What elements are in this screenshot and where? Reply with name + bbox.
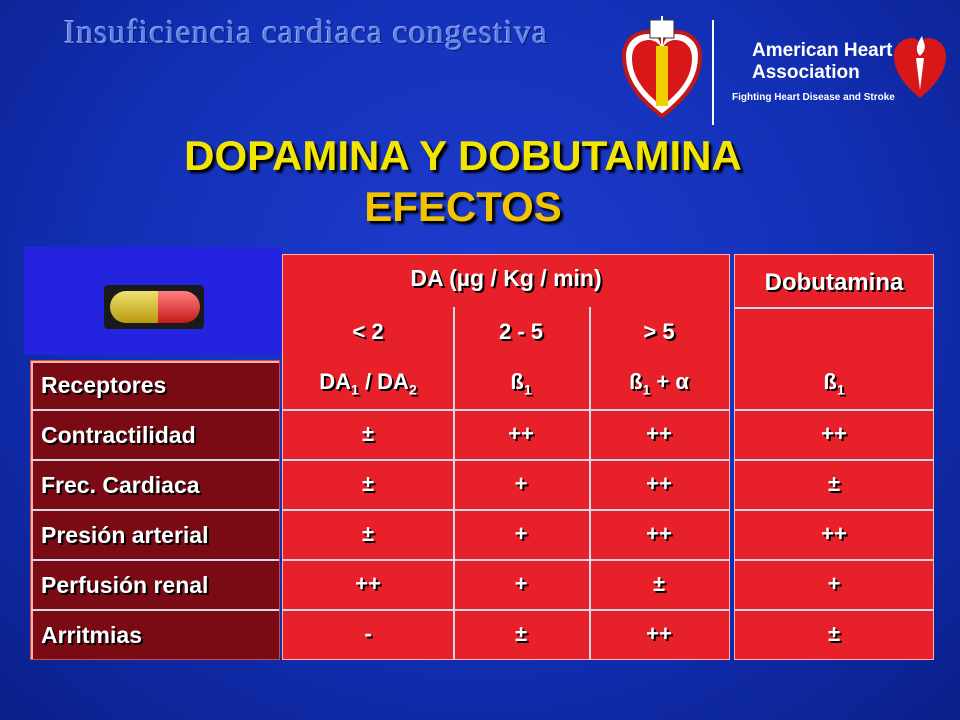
receptor-da-sep: / DA xyxy=(358,369,409,394)
dopamine-panel: DA (µg / Kg / min) < 2 2 - 5 > 5 DA1 / D… xyxy=(282,254,730,660)
row-divider xyxy=(735,509,933,511)
row-label-presion-arterial: Presión arterial xyxy=(41,522,209,548)
receptor-beta-mid-sub: 1 xyxy=(523,381,532,398)
aha-logo-text: American Heart Association xyxy=(752,40,892,84)
row-label-frec-cardiaca: Frec. Cardiaca xyxy=(41,472,200,498)
cell-contractilidad-low: ± xyxy=(361,421,375,446)
header-divider xyxy=(735,307,933,309)
cell-presion-arterial-dob: ++ xyxy=(821,521,847,546)
receptor-da-mid: ß1 xyxy=(453,369,589,397)
row-divider xyxy=(31,509,279,511)
row-divider xyxy=(283,559,729,561)
logo-divider xyxy=(712,20,714,125)
receptor-dob-beta-sub: 1 xyxy=(836,381,845,398)
cell-arritmias-mid: ± xyxy=(514,621,528,646)
capsule-icon xyxy=(104,285,204,329)
logo-area: American Heart Association Fighting Hear… xyxy=(620,10,950,130)
receptor-beta-high: ß xyxy=(629,369,643,394)
capsule-image-box xyxy=(24,247,282,355)
row-divider xyxy=(31,459,279,461)
society-seal-icon xyxy=(621,16,703,119)
dose-col-high: > 5 xyxy=(643,319,675,344)
row-divider xyxy=(735,459,933,461)
capsule-yellow-half xyxy=(110,291,158,323)
receptor-da-low: DA1 / DA2 xyxy=(283,369,453,397)
receptor-da-high: ß1 + α xyxy=(589,369,729,397)
cell-presion-arterial-high: ++ xyxy=(646,521,672,546)
receptor-dob-beta: ß xyxy=(823,369,837,394)
cell-contractilidad-dob: ++ xyxy=(821,421,847,446)
aha-tagline: Fighting Heart Disease and Stroke xyxy=(732,92,895,103)
dose-col-low: < 2 xyxy=(352,319,384,344)
cell-frec-cardiaca-dob: ± xyxy=(827,471,841,496)
row-divider xyxy=(735,609,933,611)
row-label-arritmias: Arritmias xyxy=(41,622,142,648)
column-divider xyxy=(589,307,591,659)
row-label-contractilidad: Contractilidad xyxy=(41,422,196,448)
cell-arritmias-high: ++ xyxy=(646,621,672,646)
cell-frec-cardiaca-mid: + xyxy=(514,471,528,496)
row-divider xyxy=(31,609,279,611)
receptor-beta-mid: ß xyxy=(510,369,524,394)
row-divider xyxy=(31,559,279,561)
dose-col-mid: 2 - 5 xyxy=(498,319,544,344)
slide-title: DOPAMINA Y DOBUTAMINA xyxy=(184,132,742,179)
column-divider xyxy=(453,307,455,659)
row-divider xyxy=(735,559,933,561)
cell-perfusion-renal-mid: + xyxy=(514,571,528,596)
aha-name-line2: Association xyxy=(752,62,860,83)
receptor-da1: DA xyxy=(319,369,352,394)
cell-arritmias-dob: ± xyxy=(827,621,841,646)
row-divider xyxy=(735,409,933,411)
receptor-da2-sub: 2 xyxy=(408,381,417,398)
cell-frec-cardiaca-high: ++ xyxy=(646,471,672,496)
receptor-da1-sub: 1 xyxy=(351,381,359,398)
row-divider xyxy=(283,509,729,511)
row-divider xyxy=(283,409,729,411)
capsule-red-half xyxy=(158,291,200,323)
dobutamina-header: Dobutamina xyxy=(764,269,904,296)
row-divider xyxy=(283,609,729,611)
cell-arritmias-low: - xyxy=(364,621,372,646)
cell-perfusion-renal-dob: + xyxy=(827,571,841,596)
row-divider xyxy=(283,459,729,461)
row-divider xyxy=(31,409,279,411)
cell-presion-arterial-low: ± xyxy=(361,521,375,546)
aha-name-line1: American Heart xyxy=(752,40,893,61)
slide-header-title: Insuficiencia cardiaca congestiva xyxy=(64,14,549,51)
row-label-receptores: Receptores xyxy=(41,372,167,398)
cell-frec-cardiaca-low: ± xyxy=(361,471,375,496)
cell-presion-arterial-mid: + xyxy=(514,521,528,546)
slide-subtitle: EFECTOS xyxy=(364,183,562,230)
cell-contractilidad-high: ++ xyxy=(646,421,672,446)
row-label-perfusion-renal: Perfusión renal xyxy=(41,572,209,598)
receptor-beta-high-sub: 1 xyxy=(642,381,651,398)
row-labels-panel: Receptores Contractilidad Frec. Cardiaca… xyxy=(30,360,280,660)
dobutamine-panel: Dobutamina ß1 ++ ± ++ + ± xyxy=(734,254,934,660)
cell-perfusion-renal-low: ++ xyxy=(355,571,381,596)
aha-heart-torch-icon xyxy=(894,36,946,98)
cell-perfusion-renal-high: ± xyxy=(652,571,666,596)
receptor-dobutamina: ß1 xyxy=(735,369,933,397)
receptor-alpha: + α xyxy=(650,369,689,394)
cell-contractilidad-mid: ++ xyxy=(508,421,534,446)
da-dose-header: DA (µg / Kg / min) xyxy=(410,265,602,291)
